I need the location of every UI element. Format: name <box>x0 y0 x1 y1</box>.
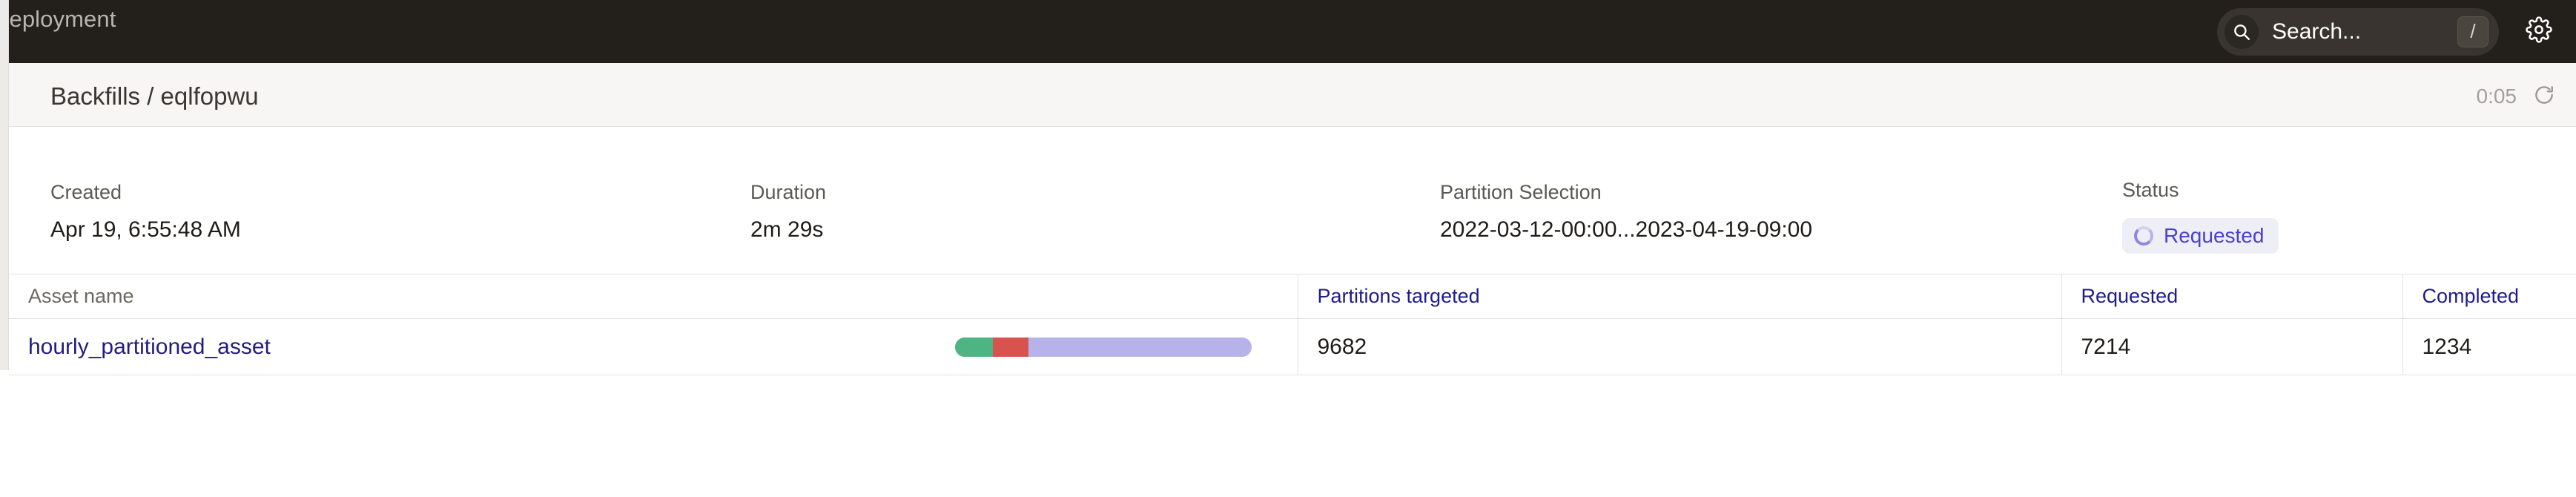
cell-asset-name: hourly_partitioned_asset <box>9 318 1298 375</box>
spinner-icon <box>2134 226 2153 246</box>
refresh-countdown: 0:05 <box>2476 85 2517 108</box>
meta-duration: Duration 2m 29s <box>750 181 826 243</box>
meta-partition-selection: Partition Selection 2022-03-12-00:00...2… <box>1440 181 1812 243</box>
sidebar-edge <box>0 0 9 370</box>
global-search-button[interactable]: Search... / <box>2217 7 2499 56</box>
deployment-label: Deployment <box>0 6 116 32</box>
header-right-controls: 0:05 <box>2477 84 2557 109</box>
meta-created: Created Apr 19, 6:55:48 AM <box>50 181 241 243</box>
column-header-asset-name: Asset name <box>9 274 1298 319</box>
assets-table-header: Asset name Partitions targeted Requested… <box>9 274 2576 319</box>
progress-segment-failed <box>992 337 1029 357</box>
breadcrumb: Backfills / eqlfopwu <box>50 82 259 110</box>
partition-progress-bar <box>954 337 1252 357</box>
column-header-partitions-targeted[interactable]: Partitions targeted <box>1297 274 2061 319</box>
topbar-right-controls: Search... / <box>2217 0 2560 63</box>
gear-icon <box>2526 16 2552 47</box>
assets-table-container: Asset name Partitions targeted Requested… <box>9 274 2576 375</box>
page-header-bar: Backfills / eqlfopwu 0:05 <box>0 63 2576 127</box>
status-badge-label: Requested <box>2164 224 2265 247</box>
cell-partitions-targeted: 9682 <box>1297 318 2061 375</box>
assets-table-body: hourly_partitioned_asset 9682 7214 1234 … <box>9 318 2576 375</box>
table-row: hourly_partitioned_asset 9682 7214 1234 … <box>9 318 2576 375</box>
asset-name-link[interactable]: hourly_partitioned_asset <box>28 334 271 359</box>
search-icon <box>2225 14 2259 49</box>
assets-table: Asset name Partitions targeted Requested… <box>9 274 2576 375</box>
top-navigation-bar: Deployment Search... / <box>0 0 2576 63</box>
meta-duration-label: Duration <box>750 181 827 203</box>
column-header-requested[interactable]: Requested <box>2061 274 2402 319</box>
cell-requested: 7214 <box>2061 318 2402 375</box>
meta-status: Status Requested <box>2122 179 2279 254</box>
meta-partition-selection-label: Partition Selection <box>1440 181 1602 203</box>
meta-created-label: Created <box>50 181 122 203</box>
cell-completed: 1234 <box>2402 318 2576 375</box>
progress-segment-remaining <box>1028 337 1252 357</box>
asset-cell-inner: hourly_partitioned_asset <box>28 335 1298 360</box>
refresh-icon <box>2533 84 2555 110</box>
meta-duration-value: 2m 29s <box>750 217 824 242</box>
table-header-row: Asset name Partitions targeted Requested… <box>9 274 2576 319</box>
meta-status-label: Status <box>2122 179 2179 201</box>
refresh-button[interactable] <box>2532 84 2557 109</box>
status-badge: Requested <box>2122 218 2279 254</box>
backfill-summary-strip: Created Apr 19, 6:55:48 AM Duration 2m 2… <box>0 127 2576 274</box>
meta-partition-selection-value: 2022-03-12-00:00...2023-04-19-09:00 <box>1440 217 1813 242</box>
column-header-completed[interactable]: Completed <box>2402 274 2576 319</box>
search-shortcut-key: / <box>2457 16 2489 47</box>
progress-segment-completed <box>954 337 993 357</box>
search-input-placeholder[interactable]: Search... <box>2272 19 2362 44</box>
settings-button[interactable] <box>2518 11 2560 53</box>
meta-created-value: Apr 19, 6:55:48 AM <box>50 217 241 242</box>
